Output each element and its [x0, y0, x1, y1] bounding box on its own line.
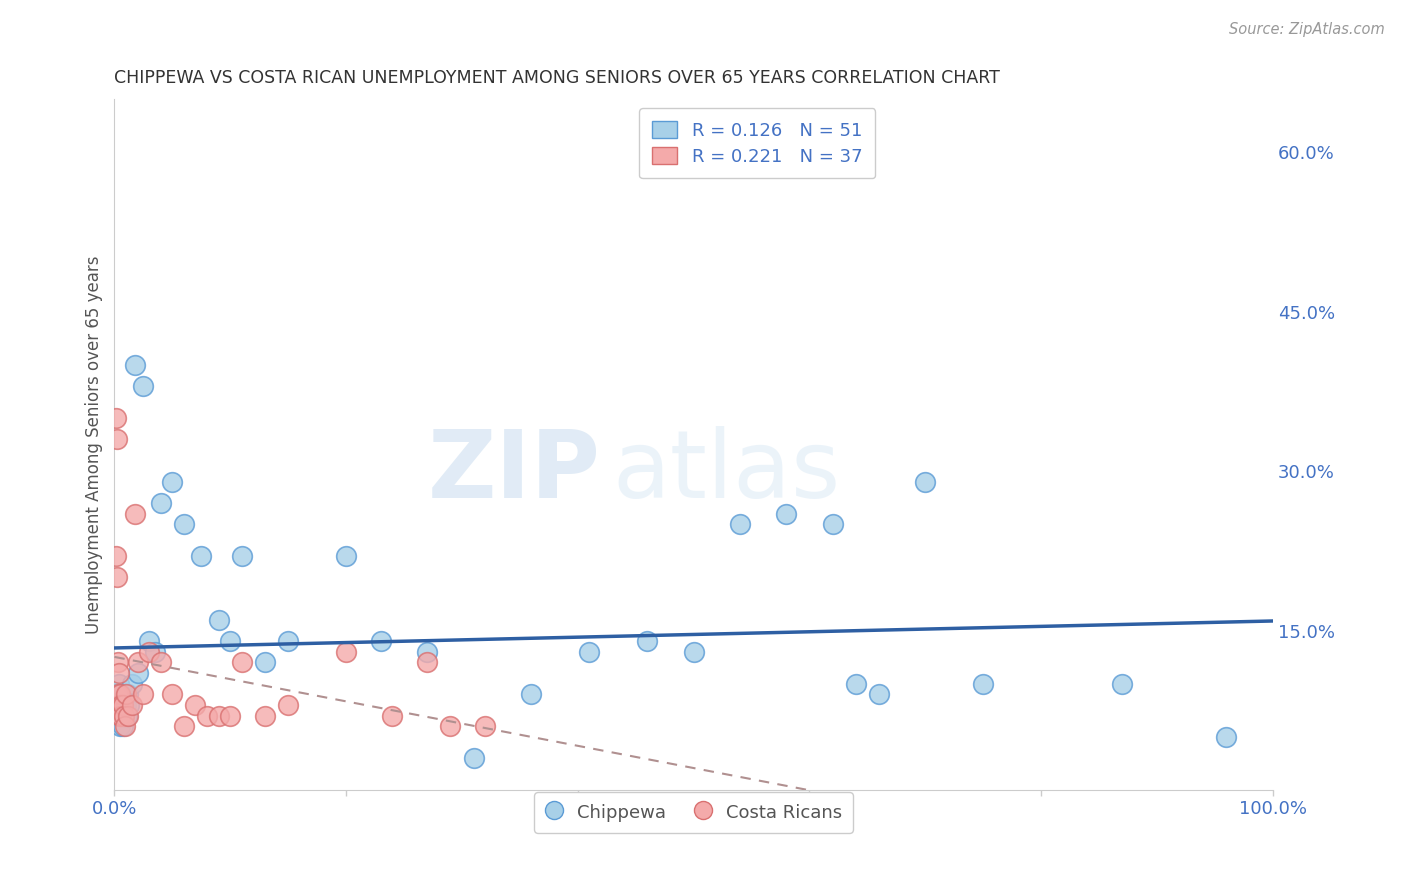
Point [105, 570, 128, 584]
Point [108, 698, 131, 712]
Point [105, 432, 128, 446]
Point [914, 475, 936, 489]
Point [138, 634, 160, 648]
Point [108, 708, 131, 723]
Point [682, 645, 704, 659]
Point [219, 634, 242, 648]
Point [107, 687, 129, 701]
Point [162, 687, 184, 701]
Point [132, 379, 155, 393]
Point [124, 358, 146, 372]
Point [105, 698, 128, 712]
Text: CHIPPEWA VS COSTA RICAN UNEMPLOYMENT AMONG SENIORS OVER 65 YEARS CORRELATION CHA: CHIPPEWA VS COSTA RICAN UNEMPLOYMENT AMO… [114, 69, 1000, 87]
Point [112, 708, 135, 723]
Point [845, 676, 868, 690]
Point [149, 496, 172, 510]
Text: Source: ZipAtlas.com: Source: ZipAtlas.com [1229, 22, 1385, 37]
Point [111, 698, 134, 712]
Point [208, 613, 231, 627]
Point [143, 645, 166, 659]
Point [231, 656, 253, 670]
Point [132, 687, 155, 701]
Point [728, 517, 751, 532]
Point [104, 411, 127, 425]
Point [173, 719, 195, 733]
Point [474, 719, 496, 733]
Text: atlas: atlas [613, 426, 841, 518]
Point [115, 698, 138, 712]
Point [208, 708, 231, 723]
Point [124, 507, 146, 521]
Point [108, 666, 131, 681]
Point [121, 676, 143, 690]
Point [110, 708, 132, 723]
Point [111, 698, 134, 712]
Point [370, 634, 392, 648]
Point [149, 656, 172, 670]
Point [115, 687, 138, 701]
Point [108, 698, 131, 712]
Legend: Chippewa, Costa Ricans: Chippewa, Costa Ricans [534, 792, 853, 833]
Point [108, 687, 131, 701]
Point [335, 549, 357, 563]
Point [1111, 676, 1133, 690]
Point [118, 698, 141, 712]
Point [578, 645, 600, 659]
Point [162, 475, 184, 489]
Point [127, 666, 149, 681]
Point [335, 645, 357, 659]
Point [463, 751, 485, 765]
Point [117, 708, 139, 723]
Point [520, 687, 543, 701]
Point [381, 708, 404, 723]
Point [277, 698, 299, 712]
Y-axis label: Unemployment Among Seniors over 65 years: Unemployment Among Seniors over 65 years [86, 255, 103, 634]
Point [107, 698, 129, 712]
Point [111, 719, 134, 733]
Point [127, 656, 149, 670]
Point [1215, 730, 1237, 744]
Point [105, 708, 128, 723]
Point [253, 708, 276, 723]
Point [108, 708, 131, 723]
Point [110, 687, 132, 701]
Point [173, 517, 195, 532]
Point [231, 549, 253, 563]
Point [219, 708, 242, 723]
Point [277, 634, 299, 648]
Point [114, 719, 136, 733]
Text: ZIP: ZIP [427, 426, 600, 518]
Point [868, 687, 890, 701]
Point [416, 656, 439, 670]
Point [416, 645, 439, 659]
Point [184, 698, 207, 712]
Point [114, 687, 136, 701]
Point [112, 708, 135, 723]
Point [972, 676, 994, 690]
Point [104, 549, 127, 563]
Point [110, 708, 132, 723]
Point [138, 645, 160, 659]
Point [107, 687, 129, 701]
Point [107, 656, 129, 670]
Point [253, 656, 276, 670]
Point [115, 708, 138, 723]
Point [439, 719, 461, 733]
Point [121, 698, 143, 712]
Point [110, 698, 132, 712]
Point [821, 517, 844, 532]
Point [108, 676, 131, 690]
Point [195, 708, 218, 723]
Point [117, 687, 139, 701]
Point [104, 687, 127, 701]
Point [190, 549, 212, 563]
Point [108, 719, 131, 733]
Point [775, 507, 797, 521]
Point [636, 634, 658, 648]
